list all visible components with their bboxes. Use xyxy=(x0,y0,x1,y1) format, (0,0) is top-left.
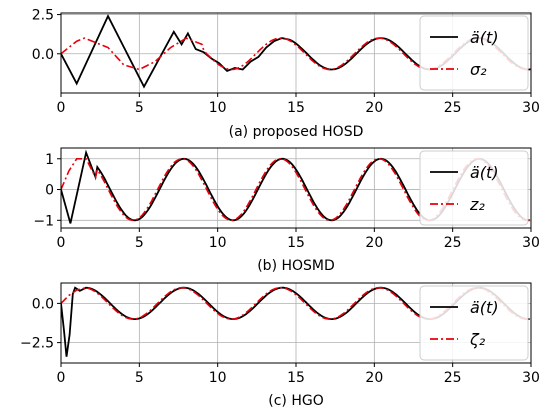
ytick-label-c-1: 0.0 xyxy=(32,296,54,312)
legend-a: ä(t) σ₂ xyxy=(419,15,529,91)
xtick-label-b-4: 20 xyxy=(365,235,383,251)
xtick-label-c-1: 5 xyxy=(135,370,144,386)
xtick-label-c-5: 25 xyxy=(444,370,462,386)
xtick-label-b-1: 5 xyxy=(135,235,144,251)
ticks-a: 0 5 10 15 20 25 30 0.0 2.5 xyxy=(32,8,540,116)
legend-b: ä(t) z₂ xyxy=(419,150,529,226)
panel-a: 0 5 10 15 20 25 30 0.0 2.5 ä(t) σ₂ (a) proposed H… xyxy=(32,8,540,140)
legend-label-a-0: ä(t) xyxy=(470,28,499,47)
legend-label-c-1: ζ₂ xyxy=(469,330,486,349)
legend-box-c xyxy=(419,285,529,361)
legend-label-a-1: σ₂ xyxy=(470,60,487,79)
xtick-label-a-4: 20 xyxy=(365,100,383,116)
xtick-label-b-0: 0 xyxy=(57,235,66,251)
xtick-label-a-0: 0 xyxy=(57,100,66,116)
xtick-label-a-2: 10 xyxy=(209,100,227,116)
legend-box-b xyxy=(419,150,529,226)
xtick-label-c-4: 20 xyxy=(365,370,383,386)
ytick-label-b-2: 1 xyxy=(45,152,54,168)
xtick-label-b-5: 25 xyxy=(444,235,462,251)
ticks-b: 0 5 10 15 20 25 30−101 xyxy=(33,152,540,251)
ytick-label-b-0: −1 xyxy=(33,213,54,229)
ytick-label-a-1: 2.5 xyxy=(32,8,54,24)
panel-c: 0 5 10 15 20 25 30 −2.5 0.0 ä(t) ζ₂ (c) HGO xyxy=(20,282,540,409)
legend-c: ä(t) ζ₂ xyxy=(419,285,529,361)
legend-label-b-1: z₂ xyxy=(469,195,485,214)
legend-label-b-0: ä(t) xyxy=(470,163,499,182)
caption-a: (a) proposed HOSD xyxy=(229,124,364,140)
xtick-label-c-3: 15 xyxy=(287,370,305,386)
xtick-label-a-1: 5 xyxy=(135,100,144,116)
xtick-label-a-3: 15 xyxy=(287,100,305,116)
xtick-label-a-5: 25 xyxy=(444,100,462,116)
caption-c: (c) HGO xyxy=(268,393,323,409)
caption-b: (b) HOSMD xyxy=(257,258,335,274)
xtick-label-b-3: 15 xyxy=(287,235,305,251)
xtick-label-c-6: 30 xyxy=(522,370,540,386)
ticks-c: 0 5 10 15 20 25 30 −2.5 0.0 xyxy=(20,296,540,386)
ytick-label-c-0: −2.5 xyxy=(20,336,54,352)
xtick-label-a-6: 30 xyxy=(522,100,540,116)
xtick-label-c-0: 0 xyxy=(57,370,66,386)
xtick-label-c-2: 10 xyxy=(209,370,227,386)
legend-label-c-0: ä(t) xyxy=(470,298,499,317)
xtick-label-b-6: 30 xyxy=(522,235,540,251)
xtick-label-b-2: 10 xyxy=(209,235,227,251)
series-line-c-1 xyxy=(61,286,530,320)
legend-box-a xyxy=(419,15,529,91)
ytick-label-b-1: 0 xyxy=(45,183,54,199)
panel-b: 0 5 10 15 20 25 30−101 ä(t)z₂ (b) HOSMD xyxy=(33,147,540,274)
ytick-label-a-0: 0.0 xyxy=(32,47,54,63)
